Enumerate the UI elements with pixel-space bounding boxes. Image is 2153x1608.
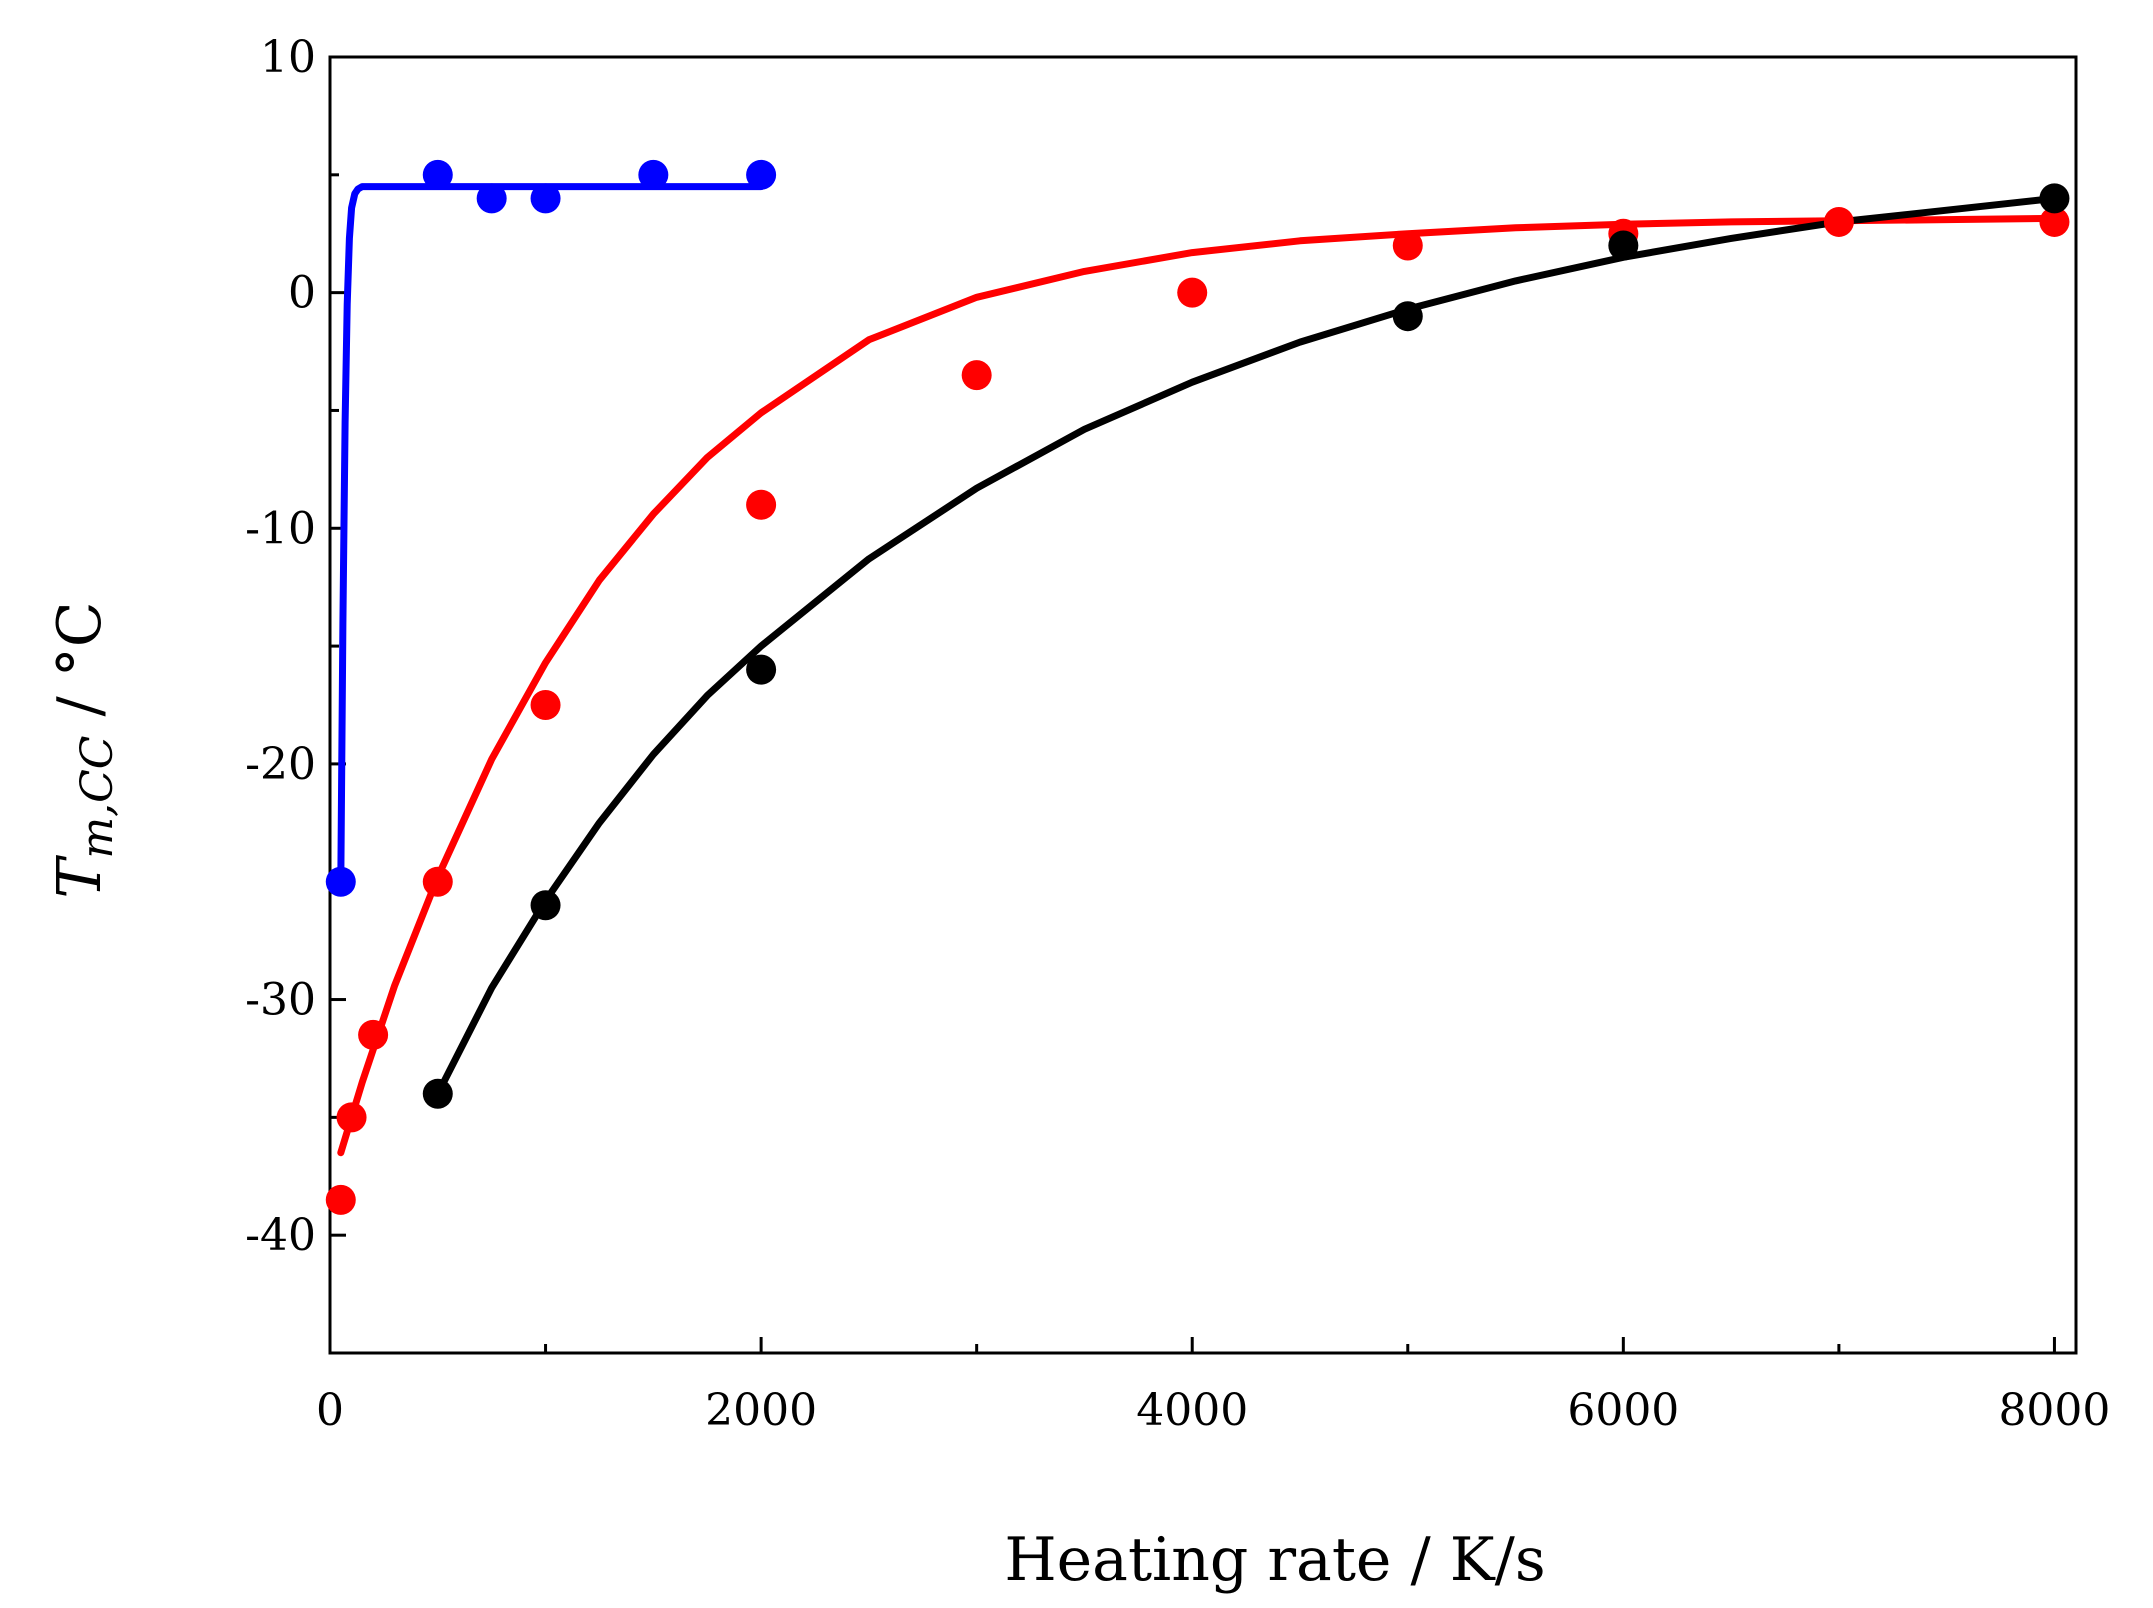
x-tick-label: 8000	[1998, 1385, 2110, 1436]
y-tick-label: -10	[245, 503, 316, 554]
y-axis-title-unit: / °C	[45, 601, 115, 735]
fit-curves	[337, 183, 2058, 1157]
data-point-red	[2039, 206, 2070, 237]
data-point-red	[1823, 206, 1854, 237]
y-tick-label: -40	[245, 1210, 316, 1261]
data-point-black	[1392, 301, 1423, 332]
x-axis-title: Heating rate / K/s	[1004, 1525, 1545, 1595]
data-point-black	[2039, 183, 2070, 214]
y-tick-label: -30	[245, 975, 316, 1026]
data-point-red	[422, 866, 453, 897]
data-point-red	[1392, 230, 1423, 261]
data-point-blue	[325, 866, 356, 897]
data-point-black	[422, 1078, 453, 1109]
data-point-red	[358, 1019, 389, 1050]
labels: Heating rate / K/s Tm,CC / °C	[45, 601, 1546, 1595]
fit-curve-red	[337, 214, 2058, 1157]
data-point-blue	[530, 183, 561, 214]
x-tick-label: 2000	[705, 1385, 817, 1436]
data-point-blue	[638, 159, 669, 190]
fit-curve-blue	[337, 183, 765, 886]
data-point-red	[336, 1102, 367, 1133]
data-point-red	[746, 489, 777, 520]
y-tick-label: -20	[245, 739, 316, 790]
data-point-red	[1177, 277, 1208, 308]
y-axis-title-main: T	[45, 855, 115, 899]
y-axis-title: Tm,CC / °C	[45, 601, 123, 898]
x-tick-label: 0	[316, 1385, 344, 1436]
axes: 0 2000 4000 6000 8000 10 0 -10 -20 -30 -40	[245, 32, 2110, 1436]
x-tick-label: 4000	[1136, 1385, 1248, 1436]
y-tick-label: 10	[260, 32, 316, 83]
y-tick-label: 0	[288, 268, 316, 319]
data-point-red	[325, 1184, 356, 1215]
data-point-black	[530, 890, 561, 921]
data-point-red	[530, 690, 561, 720]
plot-frame	[328, 55, 2078, 1355]
y-axis-title-subscript: m,CC	[72, 736, 123, 859]
data-point-black	[746, 654, 777, 685]
x-tick-label: 6000	[1567, 1385, 1679, 1436]
data-point-blue	[422, 159, 453, 190]
data-point-blue	[476, 183, 507, 214]
data-point-red	[961, 360, 992, 391]
data-point-black	[1608, 230, 1639, 261]
data-points	[325, 159, 2070, 1215]
data-point-blue	[746, 159, 777, 190]
fit-curve-black	[434, 194, 2058, 1098]
